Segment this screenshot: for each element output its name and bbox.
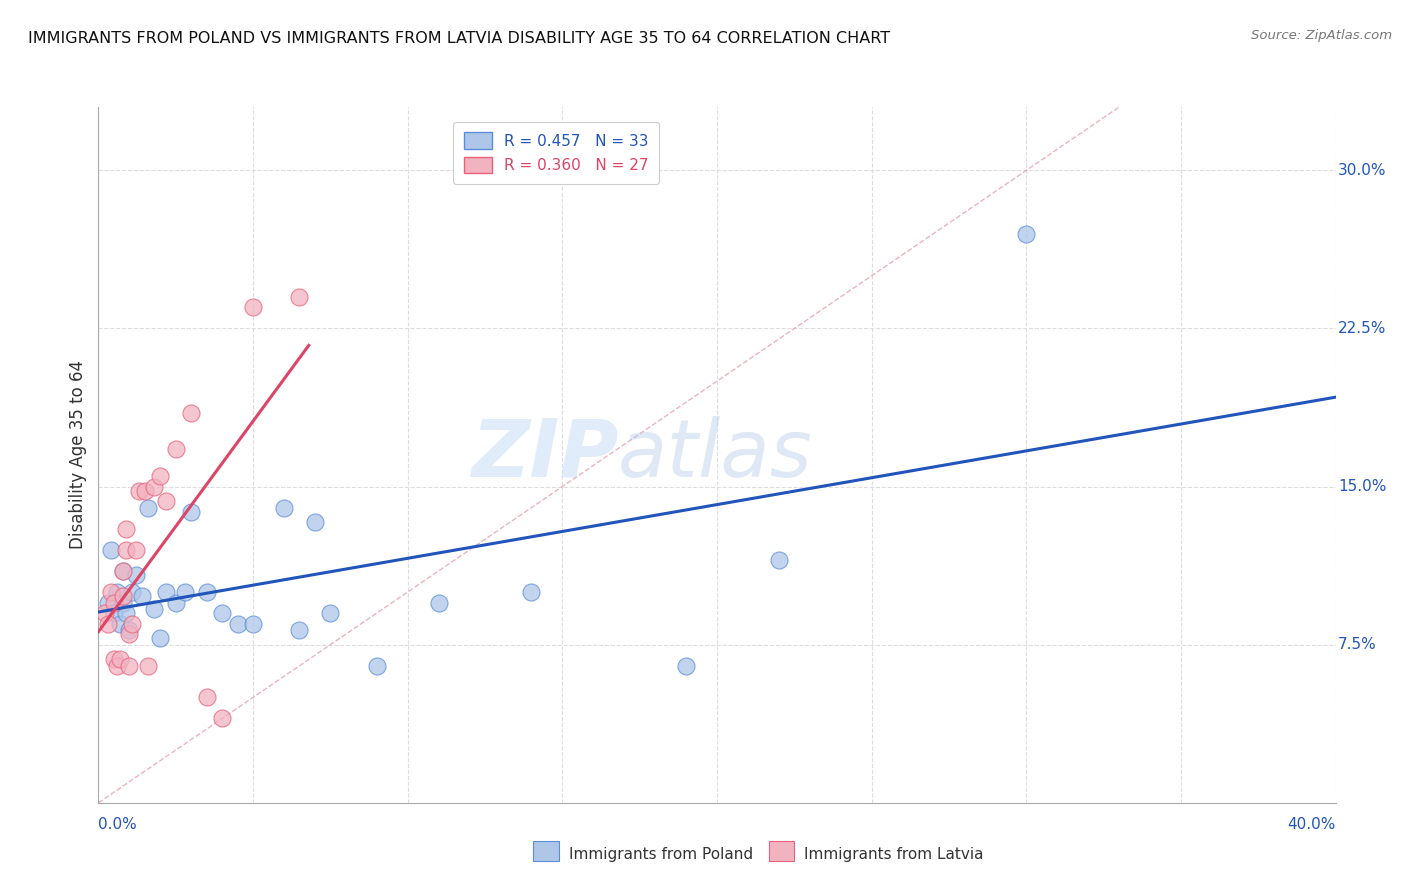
Point bbox=[136, 500, 159, 515]
Text: Source: ZipAtlas.com: Source: ZipAtlas.com bbox=[1251, 29, 1392, 42]
Point bbox=[180, 505, 202, 519]
Point bbox=[211, 606, 233, 620]
Point bbox=[288, 290, 311, 304]
Text: atlas: atlas bbox=[619, 416, 813, 494]
Point bbox=[174, 585, 197, 599]
Point bbox=[108, 616, 131, 631]
Point bbox=[242, 301, 264, 315]
Point bbox=[768, 553, 790, 567]
Point bbox=[115, 606, 138, 620]
Point bbox=[136, 658, 159, 673]
Point bbox=[242, 616, 264, 631]
Point bbox=[124, 568, 146, 582]
Point bbox=[155, 585, 177, 599]
Text: 40.0%: 40.0% bbox=[1288, 817, 1336, 831]
Point bbox=[118, 627, 141, 641]
Point bbox=[211, 711, 233, 725]
Point bbox=[427, 595, 450, 609]
Point bbox=[108, 652, 131, 666]
Point bbox=[226, 616, 249, 631]
Point bbox=[124, 542, 146, 557]
Point bbox=[115, 522, 138, 536]
Point bbox=[288, 623, 311, 637]
Text: IMMIGRANTS FROM POLAND VS IMMIGRANTS FROM LATVIA DISABILITY AGE 35 TO 64 CORRELA: IMMIGRANTS FROM POLAND VS IMMIGRANTS FRO… bbox=[28, 31, 890, 46]
Point bbox=[273, 500, 295, 515]
Point bbox=[118, 658, 141, 673]
Point bbox=[366, 658, 388, 673]
Point bbox=[112, 595, 135, 609]
Text: 30.0%: 30.0% bbox=[1339, 163, 1386, 178]
Point bbox=[195, 690, 218, 705]
Point bbox=[128, 483, 150, 498]
Point bbox=[131, 589, 153, 603]
Legend: R = 0.457   N = 33, R = 0.360   N = 27: R = 0.457 N = 33, R = 0.360 N = 27 bbox=[453, 121, 659, 184]
Point bbox=[1015, 227, 1038, 241]
Point bbox=[115, 542, 138, 557]
Point bbox=[319, 606, 342, 620]
Point bbox=[155, 494, 177, 508]
Point bbox=[165, 442, 187, 456]
Point bbox=[112, 564, 135, 578]
Text: Immigrants from Latvia: Immigrants from Latvia bbox=[804, 847, 983, 863]
Point bbox=[149, 469, 172, 483]
Point bbox=[304, 516, 326, 530]
Point bbox=[143, 602, 166, 616]
Point bbox=[100, 585, 122, 599]
Point bbox=[675, 658, 697, 673]
Point bbox=[180, 406, 202, 420]
Point bbox=[105, 585, 128, 599]
Point bbox=[165, 595, 187, 609]
Point bbox=[103, 595, 125, 609]
Point bbox=[112, 589, 135, 603]
Point bbox=[112, 564, 135, 578]
Y-axis label: Disability Age 35 to 64: Disability Age 35 to 64 bbox=[69, 360, 87, 549]
Text: Immigrants from Poland: Immigrants from Poland bbox=[568, 847, 752, 863]
Point bbox=[121, 616, 143, 631]
Point bbox=[143, 479, 166, 493]
Point bbox=[520, 585, 543, 599]
Point bbox=[93, 606, 115, 620]
Text: 22.5%: 22.5% bbox=[1339, 321, 1386, 336]
Point bbox=[149, 632, 172, 646]
Point bbox=[118, 623, 141, 637]
Point bbox=[103, 606, 125, 620]
Point bbox=[97, 616, 120, 631]
Point bbox=[100, 542, 122, 557]
Point bbox=[134, 483, 156, 498]
Point bbox=[195, 585, 218, 599]
Point bbox=[105, 658, 128, 673]
Text: ZIP: ZIP bbox=[471, 416, 619, 494]
Text: 15.0%: 15.0% bbox=[1339, 479, 1386, 494]
Text: 0.0%: 0.0% bbox=[98, 817, 138, 831]
Point bbox=[103, 652, 125, 666]
Point bbox=[121, 585, 143, 599]
Text: 7.5%: 7.5% bbox=[1339, 637, 1376, 652]
Point bbox=[97, 595, 120, 609]
